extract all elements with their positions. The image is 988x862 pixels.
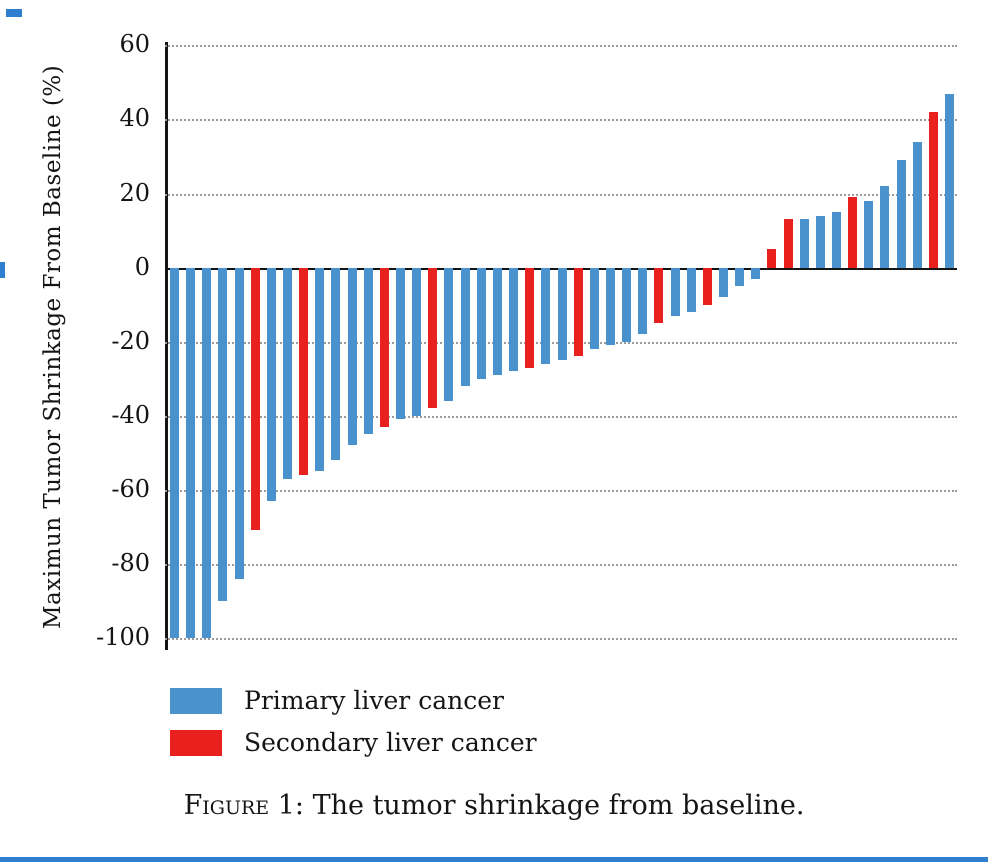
- bar-primary-liver-cancer: [541, 267, 551, 364]
- legend-item-primary: Primary liver cancer: [170, 686, 537, 715]
- bar-primary-liver-cancer: [815, 215, 825, 268]
- y-tick-label: -20: [111, 326, 150, 355]
- gridline: [165, 119, 957, 122]
- bar-primary-liver-cancer: [880, 186, 890, 268]
- figure-caption: Figure 1: The tumor shrinkage from basel…: [0, 790, 988, 821]
- bar-primary-liver-cancer: [831, 212, 841, 268]
- bar-primary-liver-cancer: [686, 267, 696, 312]
- y-tick-label: -80: [111, 548, 150, 577]
- bar-secondary-liver-cancer: [654, 267, 664, 324]
- bar-secondary-liver-cancer: [525, 267, 535, 368]
- bar-secondary-liver-cancer: [848, 197, 858, 268]
- legend-item-secondary: Secondary liver cancer: [170, 728, 537, 757]
- bar-secondary-liver-cancer: [928, 112, 938, 268]
- gridline: [165, 415, 957, 418]
- bar-primary-liver-cancer: [186, 267, 196, 638]
- bar-primary-liver-cancer: [363, 267, 373, 435]
- bar-primary-liver-cancer: [347, 267, 357, 446]
- bar-primary-liver-cancer: [202, 267, 212, 638]
- legend: Primary liver cancer Secondary liver can…: [170, 686, 537, 770]
- y-tick-label: -100: [96, 622, 150, 651]
- bar-secondary-liver-cancer: [767, 249, 777, 268]
- bar-secondary-liver-cancer: [250, 267, 260, 531]
- waterfall-plot-area: [165, 38, 957, 660]
- bar-primary-liver-cancer: [218, 267, 228, 601]
- gridline: [165, 637, 957, 640]
- bar-primary-liver-cancer: [283, 267, 293, 479]
- bar-secondary-liver-cancer: [428, 267, 438, 409]
- y-tick-label: 40: [119, 104, 150, 133]
- y-tick-label: -40: [111, 400, 150, 429]
- bar-primary-liver-cancer: [589, 267, 599, 349]
- bar-primary-liver-cancer: [718, 267, 728, 298]
- bar-primary-liver-cancer: [444, 267, 454, 401]
- primary-color-swatch: [170, 687, 222, 714]
- bar-primary-liver-cancer: [266, 267, 276, 501]
- gridline: [165, 489, 957, 492]
- bar-primary-liver-cancer: [622, 267, 632, 342]
- bar-primary-liver-cancer: [557, 267, 567, 361]
- legend-label-primary: Primary liver cancer: [244, 686, 504, 715]
- bar-primary-liver-cancer: [945, 93, 954, 268]
- bar-primary-liver-cancer: [492, 267, 502, 375]
- bar-primary-liver-cancer: [315, 267, 325, 472]
- bar-primary-liver-cancer: [476, 267, 486, 379]
- gridline: [165, 45, 957, 48]
- bar-primary-liver-cancer: [670, 267, 680, 316]
- bar-secondary-liver-cancer: [783, 219, 793, 268]
- bar-primary-liver-cancer: [638, 267, 648, 335]
- y-tick-label: 60: [119, 30, 150, 59]
- bar-secondary-liver-cancer: [702, 267, 712, 305]
- blue-edge-artifact: [0, 262, 5, 278]
- bar-primary-liver-cancer: [170, 267, 179, 638]
- bar-secondary-liver-cancer: [379, 267, 389, 427]
- figure-caption-label: Figure 1:: [183, 790, 305, 821]
- y-tick-label: 20: [119, 178, 150, 207]
- y-axis-line: [165, 42, 168, 650]
- bar-primary-liver-cancer: [234, 267, 244, 579]
- blue-corner-artifact: [6, 9, 22, 17]
- bar-secondary-liver-cancer: [299, 267, 309, 475]
- bar-primary-liver-cancer: [735, 267, 745, 287]
- bar-primary-liver-cancer: [331, 267, 341, 461]
- gridline: [165, 563, 957, 566]
- bar-primary-liver-cancer: [912, 141, 922, 268]
- y-axis-title: Maximun Tumor Shrinkage From Baseline (%…: [40, 64, 66, 630]
- secondary-color-swatch: [170, 729, 222, 756]
- bar-primary-liver-cancer: [864, 200, 874, 268]
- bar-primary-liver-cancer: [396, 267, 406, 420]
- blue-bottom-border: [0, 857, 988, 862]
- figure-caption-text: The tumor shrinkage from baseline.: [312, 790, 805, 821]
- bar-primary-liver-cancer: [460, 267, 470, 387]
- y-axis-tick-labels: 60 40 20 0 -20 -40 -60 -80 -100: [78, 30, 158, 660]
- gridline: [165, 193, 957, 196]
- legend-label-secondary: Secondary liver cancer: [244, 728, 537, 757]
- bar-primary-liver-cancer: [799, 219, 809, 268]
- bar-primary-liver-cancer: [509, 267, 519, 372]
- bar-primary-liver-cancer: [605, 267, 615, 346]
- y-tick-label: 0: [134, 252, 150, 281]
- bar-secondary-liver-cancer: [573, 267, 583, 357]
- bar-primary-liver-cancer: [751, 267, 761, 279]
- y-tick-label: -60: [111, 474, 150, 503]
- bar-primary-liver-cancer: [412, 267, 422, 416]
- bar-primary-liver-cancer: [896, 160, 906, 268]
